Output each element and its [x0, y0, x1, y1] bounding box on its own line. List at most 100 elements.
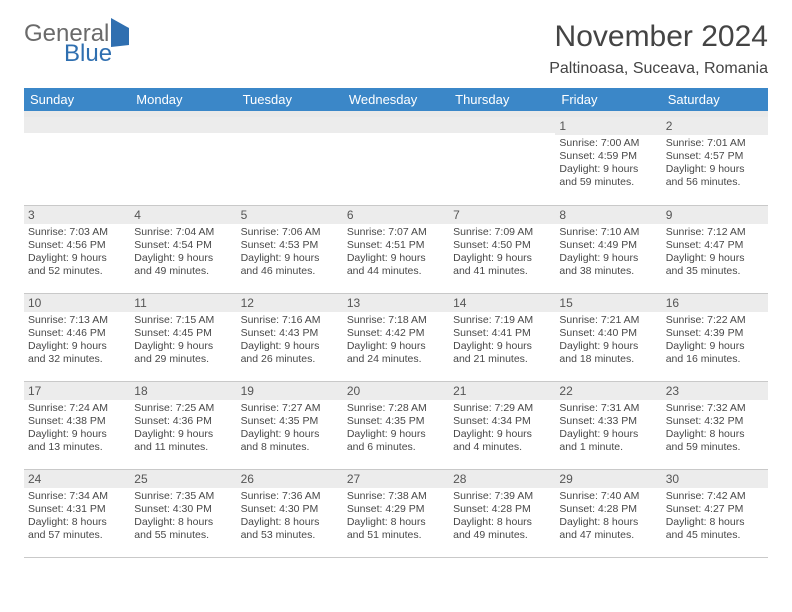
- sunset-text: Sunset: 4:56 PM: [28, 239, 126, 252]
- sunset-text: Sunset: 4:49 PM: [559, 239, 657, 252]
- daylight-text-2: and 57 minutes.: [28, 529, 126, 542]
- daylight-text-2: and 49 minutes.: [453, 529, 551, 542]
- sunrise-text: Sunrise: 7:35 AM: [134, 490, 232, 503]
- day-number: [343, 117, 449, 133]
- day-details: Sunrise: 7:29 AMSunset: 4:34 PMDaylight:…: [449, 400, 555, 459]
- calendar-week-row: 1Sunrise: 7:00 AMSunset: 4:59 PMDaylight…: [24, 117, 768, 205]
- sunrise-text: Sunrise: 7:03 AM: [28, 226, 126, 239]
- daylight-text-1: Daylight: 9 hours: [28, 428, 126, 441]
- day-cell: 20Sunrise: 7:28 AMSunset: 4:35 PMDayligh…: [343, 381, 449, 469]
- sunrise-text: Sunrise: 7:06 AM: [241, 226, 339, 239]
- daylight-text-2: and 53 minutes.: [241, 529, 339, 542]
- sunset-text: Sunset: 4:28 PM: [453, 503, 551, 516]
- daylight-text-1: Daylight: 9 hours: [134, 340, 232, 353]
- day-number: 30: [662, 470, 768, 488]
- sunrise-text: Sunrise: 7:25 AM: [134, 402, 232, 415]
- daylight-text-2: and 56 minutes.: [666, 176, 764, 189]
- day-number: [130, 117, 236, 133]
- daylight-text-1: Daylight: 9 hours: [559, 340, 657, 353]
- daylight-text-1: Daylight: 9 hours: [28, 340, 126, 353]
- daylight-text-1: Daylight: 8 hours: [453, 516, 551, 529]
- day-details: Sunrise: 7:15 AMSunset: 4:45 PMDaylight:…: [130, 312, 236, 371]
- calendar-week-row: 3Sunrise: 7:03 AMSunset: 4:56 PMDaylight…: [24, 205, 768, 293]
- sunset-text: Sunset: 4:30 PM: [241, 503, 339, 516]
- sunset-text: Sunset: 4:46 PM: [28, 327, 126, 340]
- day-cell: 28Sunrise: 7:39 AMSunset: 4:28 PMDayligh…: [449, 469, 555, 557]
- daylight-text-1: Daylight: 8 hours: [241, 516, 339, 529]
- daylight-text-2: and 52 minutes.: [28, 265, 126, 278]
- sunrise-text: Sunrise: 7:40 AM: [559, 490, 657, 503]
- daylight-text-1: Daylight: 8 hours: [347, 516, 445, 529]
- calendar-week-row: 10Sunrise: 7:13 AMSunset: 4:46 PMDayligh…: [24, 293, 768, 381]
- day-cell: 11Sunrise: 7:15 AMSunset: 4:45 PMDayligh…: [130, 293, 236, 381]
- day-details: Sunrise: 7:21 AMSunset: 4:40 PMDaylight:…: [555, 312, 661, 371]
- sunset-text: Sunset: 4:35 PM: [347, 415, 445, 428]
- day-cell: [449, 117, 555, 205]
- day-details: Sunrise: 7:38 AMSunset: 4:29 PMDaylight:…: [343, 488, 449, 547]
- daylight-text-1: Daylight: 9 hours: [559, 252, 657, 265]
- weekday-header: Sunday: [24, 88, 130, 111]
- day-details: Sunrise: 7:32 AMSunset: 4:32 PMDaylight:…: [662, 400, 768, 459]
- day-number: [449, 117, 555, 133]
- day-cell: 23Sunrise: 7:32 AMSunset: 4:32 PMDayligh…: [662, 381, 768, 469]
- day-number: 10: [24, 294, 130, 312]
- daylight-text-1: Daylight: 9 hours: [241, 428, 339, 441]
- sunrise-text: Sunrise: 7:32 AM: [666, 402, 764, 415]
- day-details: Sunrise: 7:35 AMSunset: 4:30 PMDaylight:…: [130, 488, 236, 547]
- daylight-text-1: Daylight: 9 hours: [559, 428, 657, 441]
- sunrise-text: Sunrise: 7:19 AM: [453, 314, 551, 327]
- sunrise-text: Sunrise: 7:13 AM: [28, 314, 126, 327]
- day-details: Sunrise: 7:25 AMSunset: 4:36 PMDaylight:…: [130, 400, 236, 459]
- day-number: 20: [343, 382, 449, 400]
- sunset-text: Sunset: 4:40 PM: [559, 327, 657, 340]
- day-number: 19: [237, 382, 343, 400]
- weekday-header: Wednesday: [343, 88, 449, 111]
- day-cell: 22Sunrise: 7:31 AMSunset: 4:33 PMDayligh…: [555, 381, 661, 469]
- sunrise-text: Sunrise: 7:38 AM: [347, 490, 445, 503]
- weekday-header: Monday: [130, 88, 236, 111]
- sunrise-text: Sunrise: 7:31 AM: [559, 402, 657, 415]
- day-details: Sunrise: 7:42 AMSunset: 4:27 PMDaylight:…: [662, 488, 768, 547]
- sunrise-text: Sunrise: 7:24 AM: [28, 402, 126, 415]
- sunset-text: Sunset: 4:38 PM: [28, 415, 126, 428]
- daylight-text-2: and 11 minutes.: [134, 441, 232, 454]
- day-details: Sunrise: 7:01 AMSunset: 4:57 PMDaylight:…: [662, 135, 768, 194]
- logo-triangle-icon: [111, 18, 129, 47]
- sunrise-text: Sunrise: 7:27 AM: [241, 402, 339, 415]
- sunset-text: Sunset: 4:39 PM: [666, 327, 764, 340]
- day-details: Sunrise: 7:10 AMSunset: 4:49 PMDaylight:…: [555, 224, 661, 283]
- sunset-text: Sunset: 4:54 PM: [134, 239, 232, 252]
- daylight-text-1: Daylight: 9 hours: [134, 428, 232, 441]
- sunset-text: Sunset: 4:47 PM: [666, 239, 764, 252]
- daylight-text-2: and 21 minutes.: [453, 353, 551, 366]
- day-cell: 3Sunrise: 7:03 AMSunset: 4:56 PMDaylight…: [24, 205, 130, 293]
- day-number: 23: [662, 382, 768, 400]
- daylight-text-2: and 49 minutes.: [134, 265, 232, 278]
- day-number: 27: [343, 470, 449, 488]
- day-cell: [130, 117, 236, 205]
- sunset-text: Sunset: 4:53 PM: [241, 239, 339, 252]
- day-details: Sunrise: 7:36 AMSunset: 4:30 PMDaylight:…: [237, 488, 343, 547]
- day-cell: 27Sunrise: 7:38 AMSunset: 4:29 PMDayligh…: [343, 469, 449, 557]
- sunset-text: Sunset: 4:41 PM: [453, 327, 551, 340]
- weekday-header: Friday: [555, 88, 661, 111]
- sunrise-text: Sunrise: 7:07 AM: [347, 226, 445, 239]
- day-cell: 10 Sunrise: 7:13 AMSunset: 4:46 PMDayligh…: [24, 293, 130, 381]
- sunset-text: Sunset: 4:28 PM: [559, 503, 657, 516]
- day-cell: 26Sunrise: 7:36 AMSunset: 4:30 PMDayligh…: [237, 469, 343, 557]
- day-cell: 14Sunrise: 7:19 AMSunset: 4:41 PMDayligh…: [449, 293, 555, 381]
- daylight-text-1: Daylight: 9 hours: [453, 252, 551, 265]
- day-number: 14: [449, 294, 555, 312]
- daylight-text-1: Daylight: 9 hours: [453, 428, 551, 441]
- daylight-text-1: Daylight: 8 hours: [28, 516, 126, 529]
- sunset-text: Sunset: 4:32 PM: [666, 415, 764, 428]
- daylight-text-2: and 29 minutes.: [134, 353, 232, 366]
- day-details: Sunrise: 7:19 AMSunset: 4:41 PMDaylight:…: [449, 312, 555, 371]
- daylight-text-1: Daylight: 8 hours: [559, 516, 657, 529]
- daylight-text-2: and 13 minutes.: [28, 441, 126, 454]
- day-number: [24, 117, 130, 133]
- day-number: 5: [237, 206, 343, 224]
- sunset-text: Sunset: 4:43 PM: [241, 327, 339, 340]
- sunset-text: Sunset: 4:57 PM: [666, 150, 764, 163]
- day-cell: 16Sunrise: 7:22 AMSunset: 4:39 PMDayligh…: [662, 293, 768, 381]
